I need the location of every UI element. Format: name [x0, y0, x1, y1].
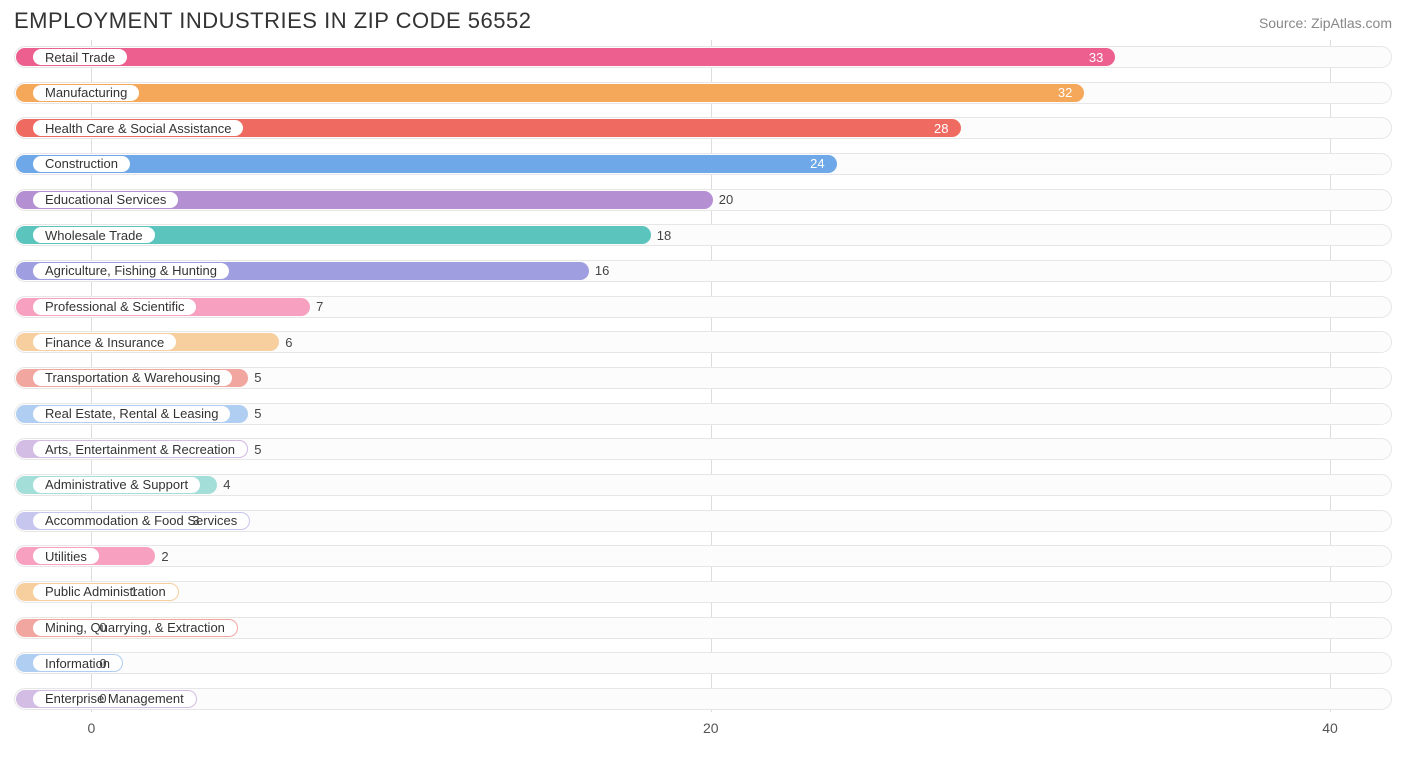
bar-value: 0	[91, 650, 106, 676]
chart-bars-container: Retail Trade 33 Manufacturing 32 Health Care…	[14, 44, 1392, 712]
bar-label: Educational Services	[32, 191, 179, 209]
bar-label: Mining, Quarrying, & Extraction	[32, 619, 238, 637]
bar-label: Retail Trade	[32, 48, 128, 66]
bar-row: Arts, Entertainment & Recreation5	[14, 436, 1392, 462]
bar-value: 16	[587, 258, 609, 284]
bar-value: 24	[810, 151, 834, 177]
bar-fill	[16, 155, 837, 173]
bar-label: Professional & Scientific	[32, 298, 197, 316]
bar-row: Real Estate, Rental & Leasing 5	[14, 401, 1392, 427]
bar-label: Utilities	[32, 547, 100, 565]
bar-value: 4	[215, 472, 230, 498]
x-tick-label: 20	[703, 720, 719, 736]
bar-value: 5	[246, 401, 261, 427]
bar-value: 7	[308, 294, 323, 320]
bar-value: 33	[1089, 44, 1113, 70]
bar-row: Manufacturing 32	[14, 80, 1392, 106]
bar-label: Information	[32, 654, 123, 672]
bar-value: 1	[122, 579, 137, 605]
bar-value: 20	[711, 187, 733, 213]
bar-label: Arts, Entertainment & Recreation	[32, 440, 248, 458]
chart-plot: Retail Trade 33 Manufacturing 32 Health Care…	[14, 40, 1392, 740]
bar-row: Agriculture, Fishing & Hunting 16	[14, 258, 1392, 284]
bar-row: Utilities 2	[14, 543, 1392, 569]
bar-row: Construction 24	[14, 151, 1392, 177]
x-axis: 0 20 40	[14, 716, 1392, 740]
bar-row: Wholesale Trade 18	[14, 222, 1392, 248]
bar-value: 5	[246, 365, 261, 391]
bar-label: Real Estate, Rental & Leasing	[32, 405, 231, 423]
bar-row: Enterprise Management0	[14, 686, 1392, 712]
bar-label: Agriculture, Fishing & Hunting	[32, 262, 230, 280]
bar-row: Retail Trade 33	[14, 44, 1392, 70]
bar-row: Educational Services 20	[14, 187, 1392, 213]
x-tick-label: 0	[88, 720, 96, 736]
bar-label: Health Care & Social Assistance	[32, 119, 244, 137]
bar-value: 28	[934, 115, 958, 141]
chart-title: EMPLOYMENT INDUSTRIES IN ZIP CODE 56552	[14, 8, 532, 34]
chart-source: Source: ZipAtlas.com	[1259, 15, 1392, 31]
bar-value: 18	[649, 222, 671, 248]
chart-header: EMPLOYMENT INDUSTRIES IN ZIP CODE 56552 …	[0, 0, 1406, 40]
bar-label: Transportation & Warehousing	[32, 369, 233, 387]
bar-row: Accommodation & Food Services3	[14, 508, 1392, 534]
bar-label: Public Administration	[32, 583, 179, 601]
bar-row: Transportation & Warehousing 5	[14, 365, 1392, 391]
bar-row: Professional & Scientific 7	[14, 294, 1392, 320]
bar-value: 0	[91, 686, 106, 712]
bar-track	[14, 581, 1392, 603]
bar-row: Information0	[14, 650, 1392, 676]
bar-value: 2	[153, 543, 168, 569]
bar-value: 5	[246, 436, 261, 462]
bar-value: 0	[91, 615, 106, 641]
bar-track	[14, 688, 1392, 710]
bar-label: Manufacturing	[32, 84, 140, 102]
bar-label: Administrative & Support	[32, 476, 201, 494]
x-tick-label: 40	[1322, 720, 1338, 736]
bar-fill	[16, 84, 1084, 102]
bar-track	[14, 652, 1392, 674]
bar-track	[14, 545, 1392, 567]
bar-fill	[16, 48, 1115, 66]
bar-label: Finance & Insurance	[32, 333, 177, 351]
bar-row: Health Care & Social Assistance 28	[14, 115, 1392, 141]
bar-label: Construction	[32, 155, 131, 173]
bar-label: Accommodation & Food Services	[32, 512, 250, 530]
bar-value: 3	[184, 508, 199, 534]
bar-value: 6	[277, 329, 292, 355]
chart-area: Retail Trade 33 Manufacturing 32 Health Care…	[14, 40, 1392, 740]
bar-row: Administrative & Support 4	[14, 472, 1392, 498]
bar-value: 32	[1058, 80, 1082, 106]
bar-label: Wholesale Trade	[32, 226, 156, 244]
bar-row: Finance & Insurance 6	[14, 329, 1392, 355]
bar-label: Enterprise Management	[32, 690, 197, 708]
bar-row: Mining, Quarrying, & Extraction0	[14, 615, 1392, 641]
bar-row: Public Administration1	[14, 579, 1392, 605]
